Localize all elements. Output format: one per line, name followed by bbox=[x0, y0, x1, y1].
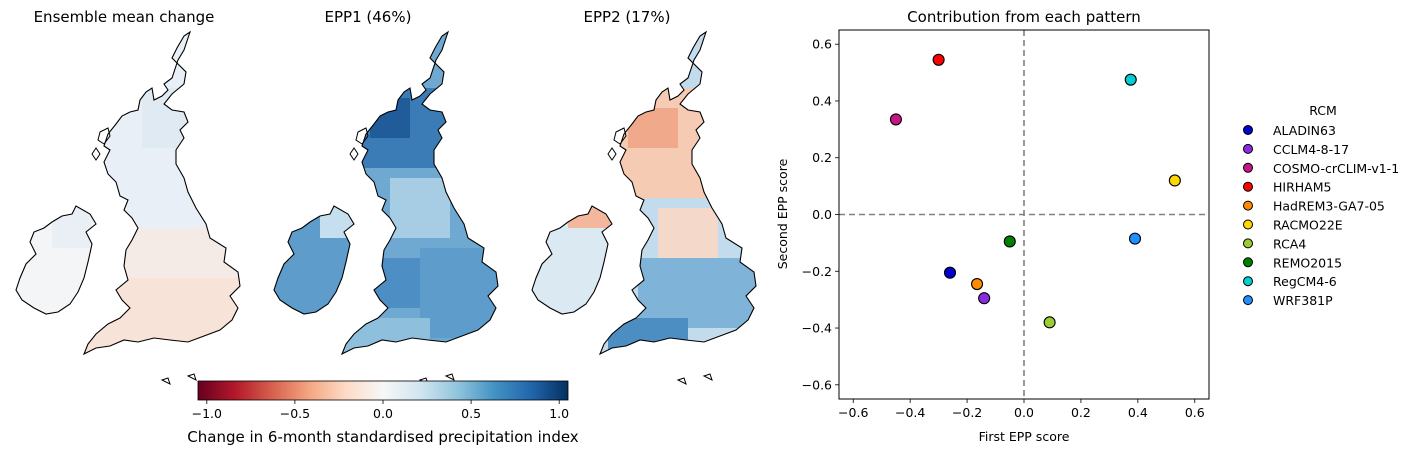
chart-title: Contribution from each pattern bbox=[907, 8, 1141, 26]
scatter-chart: Contribution from each pattern −0.6 −0.4−… bbox=[775, 8, 1210, 444]
point-aladin63 bbox=[943, 266, 957, 279]
x-tick-label: −0.4 bbox=[895, 405, 925, 420]
y-tick-label: 0.6 bbox=[812, 37, 832, 52]
point-racmo22e bbox=[1168, 174, 1181, 187]
reference-lines bbox=[839, 30, 1209, 399]
point-cosmo-crclim-v1-1 bbox=[889, 113, 902, 126]
data-points bbox=[889, 53, 1181, 329]
legend-marker bbox=[1243, 238, 1253, 249]
colorbar-bar bbox=[197, 380, 569, 401]
legend-label: HIRHAM5 bbox=[1273, 180, 1331, 195]
point-regcm4-6 bbox=[1124, 73, 1137, 86]
legend-label: RCA4 bbox=[1273, 236, 1306, 251]
colorbar-tick-label: 0.0 bbox=[373, 406, 393, 421]
y-axis-label: Second EPP score bbox=[775, 158, 790, 269]
map-title-epp2: EPP2 (17%) bbox=[583, 8, 671, 26]
legend-marker bbox=[1243, 181, 1253, 192]
plot-frame bbox=[838, 29, 1210, 400]
legend-title: RCM bbox=[1309, 103, 1337, 118]
legend-marker bbox=[1243, 276, 1253, 287]
x-tick-label: 0.4 bbox=[1128, 405, 1148, 420]
colorbar-tick-label: −0.5 bbox=[280, 406, 310, 421]
legend-marker bbox=[1243, 162, 1253, 173]
x-axis-label: First EPP score bbox=[979, 429, 1070, 444]
point-wrf381p bbox=[1128, 232, 1142, 245]
y-tick-label: 0.0 bbox=[812, 207, 832, 222]
x-tick-label: −0.6 bbox=[838, 405, 868, 420]
point-hadrem3-ga7-05 bbox=[970, 277, 984, 291]
colorbar-ticks: −1.0 −0.5 0.0 0.5 1.0 bbox=[192, 400, 569, 421]
legend-items: ALADIN63 CCLM4-8-17 COSMO-crCLIM-v1-1 HIRHA… bbox=[1243, 123, 1399, 308]
y-tick-label: −0.4 bbox=[802, 321, 832, 336]
legend-marker bbox=[1243, 295, 1253, 306]
x-tick-label: 0.0 bbox=[1014, 405, 1034, 420]
legend-label: CCLM4-8-17 bbox=[1273, 142, 1349, 157]
legend-marker bbox=[1243, 143, 1253, 154]
legend-marker bbox=[1243, 200, 1253, 211]
legend-label: REMO2015 bbox=[1273, 255, 1342, 270]
x-tick-label: −0.2 bbox=[952, 405, 982, 420]
legend-label: WRF381P bbox=[1273, 293, 1333, 308]
legend-label: HadREM3-GA7-05 bbox=[1273, 199, 1385, 214]
colorbar-tick-label: −1.0 bbox=[192, 406, 222, 421]
map-title-epp1: EPP1 (46%) bbox=[324, 8, 412, 26]
map-ensemble-mean bbox=[15, 31, 241, 385]
point-cclm4-8-17 bbox=[978, 292, 991, 305]
x-tick-label: 0.6 bbox=[1185, 405, 1205, 420]
axis-ticks: −0.6 −0.4 −0.2 0.0 0.2 0.4 0.6 −0.6 −0.4 −0.2 0.0 0… bbox=[802, 37, 1205, 420]
legend-label: ALADIN63 bbox=[1273, 123, 1336, 138]
point-rca4 bbox=[1043, 316, 1056, 329]
map-epp2 bbox=[531, 31, 757, 385]
y-tick-label: −0.2 bbox=[802, 264, 832, 279]
legend: RCM ALADIN63 CCLM4-8-17 COSMO-crCLIM-v1-1 H… bbox=[1243, 103, 1399, 308]
y-tick-label: 0.4 bbox=[812, 93, 832, 108]
map-epp1 bbox=[273, 31, 499, 385]
legend-marker bbox=[1243, 219, 1253, 230]
point-hirham5 bbox=[932, 53, 945, 66]
legend-marker bbox=[1243, 257, 1253, 268]
y-tick-label: −0.6 bbox=[802, 377, 832, 392]
colorbar-tick-label: 1.0 bbox=[549, 406, 569, 421]
legend-label: COSMO-crCLIM-v1-1 bbox=[1273, 161, 1399, 176]
x-tick-label: 0.2 bbox=[1071, 405, 1091, 420]
legend-label: RACMO22E bbox=[1273, 218, 1343, 233]
y-tick-label: 0.2 bbox=[812, 150, 832, 165]
point-remo2015 bbox=[1003, 235, 1016, 248]
legend-label: RegCM4-6 bbox=[1273, 274, 1337, 289]
map-title-ensemble-mean: Ensemble mean change bbox=[33, 8, 215, 26]
colorbar-label: Change in 6-month standardised precipita… bbox=[187, 428, 579, 446]
colorbar: −1.0 −0.5 0.0 0.5 1.0 Change in 6-month stan… bbox=[187, 380, 579, 446]
legend-marker bbox=[1243, 125, 1253, 135]
colorbar-tick-label: 0.5 bbox=[461, 406, 481, 421]
